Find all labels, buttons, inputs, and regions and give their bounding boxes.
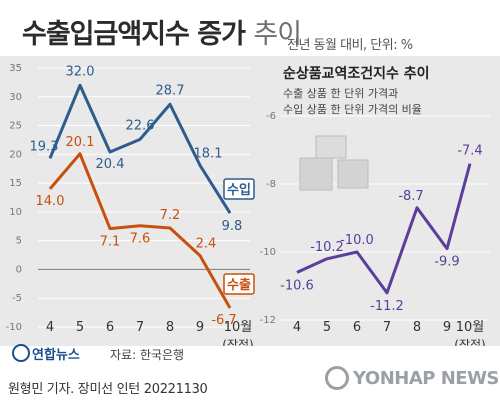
x-tick-label: 7 (136, 320, 144, 335)
watermark-icon (325, 366, 349, 390)
data-label: -10.6 (280, 278, 314, 293)
data-label: 9.8 (222, 219, 243, 234)
unit-note: 전년 동월 대비, 단위: % (287, 38, 413, 53)
right-chart-title: 순상품교역조건지수 추이 (283, 65, 430, 82)
data-label: 28.7 (156, 83, 185, 98)
import-series-line (48, 83, 232, 214)
watermark-text: YONHAP NEWS (353, 368, 499, 389)
y-tick-label: -6 (266, 111, 276, 122)
data-label: -8.7 (398, 189, 423, 204)
cargo-box-icon (337, 159, 369, 189)
x-tick-label: 7 (383, 320, 391, 335)
x-tick-label: 6 (353, 320, 361, 335)
data-label: 7.1 (100, 235, 121, 250)
data-label: -6.7 (211, 313, 236, 328)
terms-of-trade-line (296, 163, 472, 295)
footer (0, 346, 500, 403)
x-tick-label: 6 (106, 320, 114, 335)
y-tick-label: 0 (16, 264, 22, 275)
x-tick-label: 8 (413, 320, 421, 335)
data-label: 7.6 (130, 232, 151, 247)
y-tick-label: 30 (9, 92, 22, 103)
y-tick-label: -10 (6, 322, 22, 333)
export-legend-label: 수출 (227, 277, 251, 293)
right-chart-subtitle: 수출 상품 한 단위 가격과 (283, 87, 398, 100)
chart-panel (0, 56, 500, 346)
data-label: -7.4 (457, 144, 482, 159)
y-tick-label: 25 (9, 121, 22, 132)
title-light: 추이 (253, 19, 302, 50)
page-title: 수출입금액지수 증가 추이 (22, 12, 302, 51)
title-bold: 수출입금액지수 증가 (22, 19, 246, 50)
y-tick-label: 35 (9, 63, 22, 74)
export-legend-box (223, 273, 255, 295)
data-label: 20.4 (96, 157, 125, 172)
x-tick-label: 10월 (224, 320, 253, 335)
x-tick-label: 8 (166, 320, 174, 335)
data-label: 32.0 (66, 64, 95, 79)
data-label: 7.2 (160, 208, 181, 223)
data-label: -10.0 (340, 233, 374, 248)
x-tick-label: 9 (443, 320, 451, 335)
logo-text: 연합뉴스 (32, 348, 80, 363)
export-series-line (48, 152, 232, 309)
data-label: -9.9 (434, 255, 459, 270)
import-legend-label: 수입 (227, 183, 251, 198)
import-legend-box (223, 178, 255, 200)
yonhap-logo-icon (12, 344, 30, 362)
x-tick-label: 10월 (456, 320, 485, 335)
y-tick-label: -10 (260, 247, 276, 258)
data-label: 18.1 (194, 146, 223, 161)
data-label: -10.2 (310, 240, 344, 255)
right-chart-subtitle: 수입 상품 한 단위 가격의 비율 (283, 103, 422, 116)
data-label: 20.1 (66, 135, 95, 150)
x-tick-label: 5 (76, 320, 84, 335)
y-tick-label: 15 (9, 178, 22, 189)
data-label: 22.6 (126, 118, 155, 133)
x-tick-label: 9 (196, 320, 204, 335)
y-tick-label: 20 (9, 149, 22, 160)
y-tick-label: -8 (266, 179, 276, 190)
y-tick-label: 5 (16, 236, 22, 247)
yonhap-logo: 연합뉴스 (12, 344, 80, 363)
credit-line: 원형민 기자. 장미선 인턴 20221130 (8, 382, 208, 397)
x-tick-label: 4 (46, 320, 54, 335)
cargo-box-icon (299, 157, 333, 191)
y-tick-label: 10 (9, 207, 22, 218)
y-tick-label: -5 (12, 293, 22, 304)
cargo-box-icon (315, 135, 347, 159)
y-tick-label: -12 (260, 315, 276, 326)
data-label: 2.4 (196, 237, 217, 252)
x-tick-label: 4 (293, 320, 301, 335)
data-label: -11.2 (370, 299, 404, 314)
x-tick-label: 5 (323, 320, 331, 335)
data-label: 14.0 (36, 194, 65, 209)
data-label: 19.3 (30, 139, 59, 154)
watermark: YONHAP NEWS (325, 366, 499, 390)
source-note: 자료: 한국은행 (110, 348, 185, 362)
